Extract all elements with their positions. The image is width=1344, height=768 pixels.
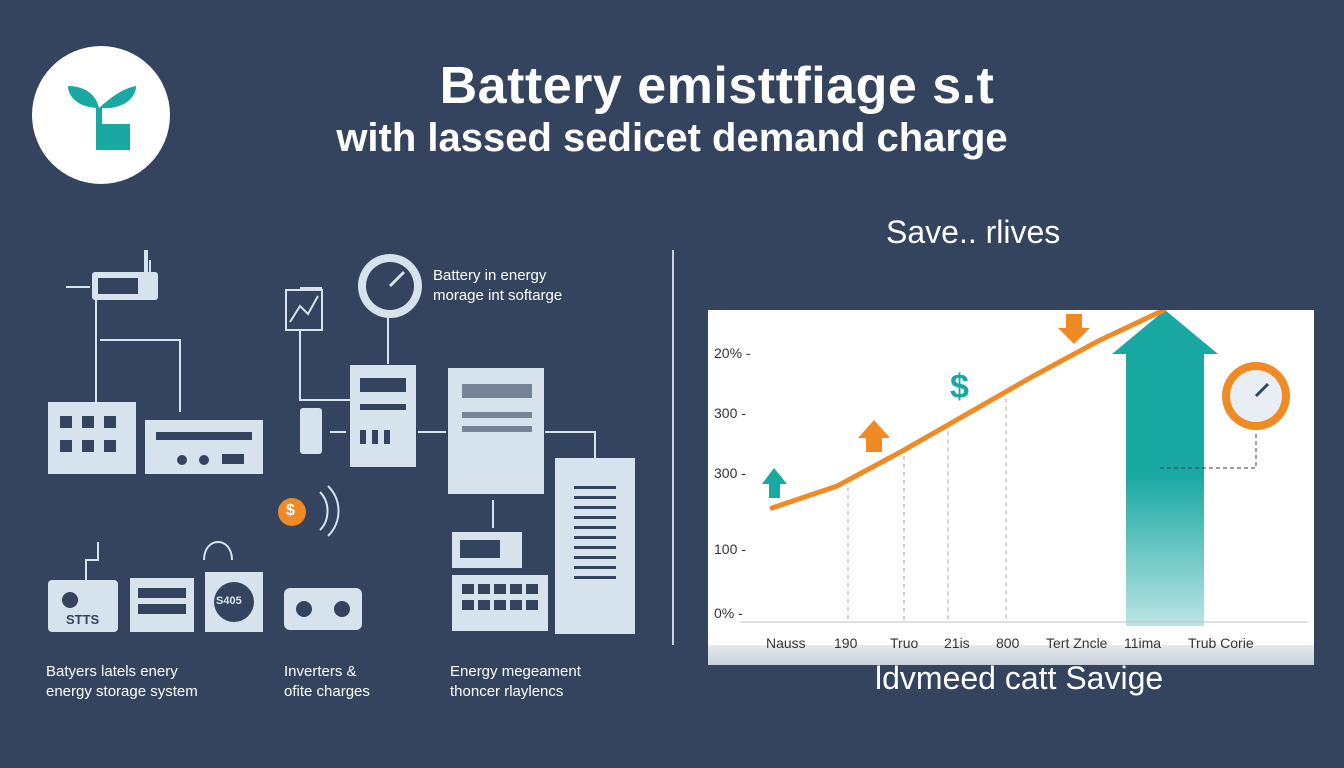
main-title: Battery emisttfiage s.t [439,57,995,115]
x-tick-label: 11ima [1124,635,1161,651]
section-divider [672,250,674,645]
caption-storage-line2: energy storage system [46,683,198,700]
chart-panel [708,310,1314,664]
dollar-annotation: $ [950,368,969,406]
x-tick-label: 190 [834,635,858,651]
solar-panel-icon [130,578,194,632]
battery-unit-icon [48,580,118,632]
x-tick-label: Nauss [766,635,806,651]
x-tick-label: 800 [996,635,1020,651]
meter-icon [452,532,522,568]
clock-gauge-icon [1158,362,1290,469]
caption-storage-line1: Batyers latels enery [46,663,178,680]
charger-icon [284,588,362,630]
big-up-arrow-icon [1112,310,1218,626]
control-unit-icon [145,420,263,474]
x-tick-label: Truo [890,635,918,651]
y-tick-label: 100 - [714,541,746,557]
phone-icon [300,408,322,454]
logo-badge [32,46,170,184]
gauge-label-line2: morage int softarge [433,287,563,304]
battery-unit-label: STTS [66,612,100,627]
monitor-chart-icon [285,289,323,331]
caption-energy-management: Energy megeament thoncer rlaylencs [450,662,581,702]
battery-cabinet-icon [448,368,544,494]
small-up-arrow-orange-icon [858,420,890,452]
savings-trend-line [769,310,1167,511]
dollar-coin-icon [278,498,306,526]
y-tick-label: 300 - [714,465,746,481]
gauge-icon [358,254,422,318]
savings-heading: Save.. rlives [886,214,1061,250]
y-tick-label: 0% - [714,605,743,621]
building-icon [48,402,136,474]
control-panel-icon [452,575,548,631]
caption-storage: Batyers latels enery energy storage syst… [46,662,198,702]
inverter-cabinet-icon [350,365,416,467]
display-unit-icon [205,572,263,632]
gauge-label-line1: Battery in energy [433,267,547,284]
chart-caption: ldvmeed catt Savige [875,660,1164,696]
caption-energy-line1: Energy megeament [450,663,581,680]
energy-system-diagram [48,250,635,634]
sprout-leaf-icon [68,86,136,150]
y-tick-label: 300 - [714,405,746,421]
x-tick-label: Tert Zncle [1046,635,1108,651]
server-rack-icon [555,458,635,634]
caption-inverters-line1: Inverters & [284,663,357,680]
savings-line-chart: $ 20% - 300 - 300 - 100 - 0% - Nauss 190 Truo 2… [714,310,1308,651]
router-icon [66,250,158,300]
gauge-label: Battery in energy morage int softarge [433,266,562,306]
caption-energy-line2: thoncer rlaylencs [450,683,564,700]
coin-symbol: $ [286,502,295,519]
chart-footer-strip [708,645,1314,665]
down-arrow-orange-icon [1058,314,1090,344]
x-tick-label: Trub Corie [1188,635,1254,651]
caption-inverters: Inverters & ofite charges [284,662,370,702]
small-up-arrow-teal-icon [762,468,787,498]
display-unit-label: S405 [216,595,242,607]
caption-inverters-line2: ofite charges [284,683,370,700]
subtitle: with lassed sedicet demand charge [336,116,1008,160]
y-tick-label: 20% - [714,345,751,361]
x-tick-label: 21is [944,635,970,651]
